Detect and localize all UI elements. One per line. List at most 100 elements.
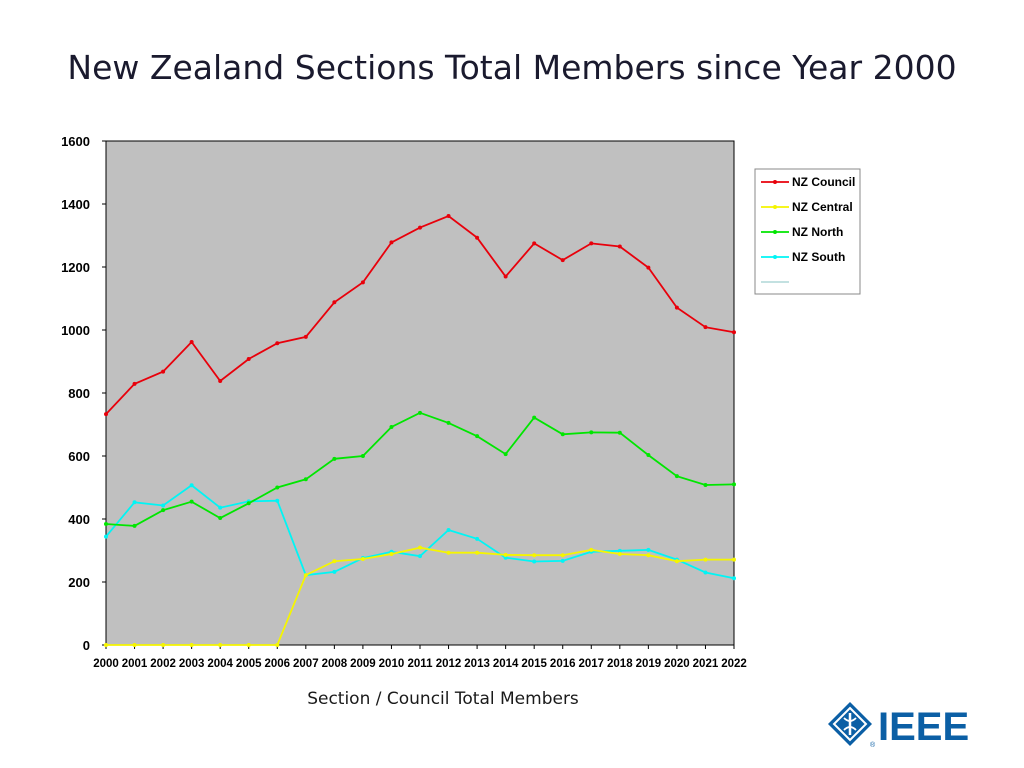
data-point-nz-south [132, 500, 137, 505]
plot-area [105, 140, 735, 646]
legend-marker [773, 255, 777, 259]
data-point-nz-south [161, 503, 166, 508]
data-point-nz-council [332, 300, 337, 305]
x-tick-label: 2007 [293, 658, 319, 670]
data-point-nz-council [732, 330, 736, 335]
data-point-nz-north [560, 432, 565, 437]
data-point-nz-council [503, 274, 508, 279]
data-point-nz-council [389, 240, 394, 245]
data-point-nz-north [275, 485, 280, 490]
data-point-nz-central [446, 550, 451, 555]
series-nz-south [104, 483, 736, 581]
data-point-nz-council [446, 213, 451, 218]
x-tick-label: 2000 [93, 658, 119, 670]
x-tick-label: 2008 [322, 658, 348, 670]
legend: NZ Council NZ Central NZ North NZ South [754, 168, 861, 295]
data-point-nz-council [189, 339, 194, 344]
data-point-nz-central [503, 552, 508, 557]
data-point-nz-central [475, 550, 480, 555]
x-tick-label: 2003 [179, 658, 205, 670]
registered-mark-icon: ® [870, 741, 876, 748]
data-point-nz-north [532, 415, 537, 420]
y-axis: 0 200 400 600 800 1000 1200 1400 1600 [61, 134, 106, 653]
data-point-nz-council [218, 379, 223, 384]
y-tick-label: 1200 [61, 260, 90, 275]
data-point-nz-central [104, 643, 108, 647]
data-point-nz-central [189, 643, 194, 647]
data-point-nz-south [532, 559, 537, 564]
data-point-nz-north [503, 452, 508, 457]
data-point-nz-central [560, 553, 565, 558]
data-point-nz-council [246, 356, 251, 361]
data-point-nz-central [703, 557, 708, 562]
y-tick-label: 1000 [61, 323, 90, 338]
data-point-nz-south [646, 547, 651, 552]
data-point-nz-central [732, 557, 736, 562]
data-point-nz-council [589, 241, 594, 246]
x-tick-label: 2014 [493, 658, 519, 670]
data-point-nz-council [418, 225, 422, 230]
data-point-nz-council [646, 265, 651, 270]
data-point-nz-council [303, 334, 308, 339]
x-tick-label: 2001 [122, 658, 148, 670]
data-point-nz-south [617, 548, 622, 553]
data-point-nz-central [589, 547, 594, 552]
data-point-nz-central [303, 573, 308, 578]
ieee-logo-text: IEEE [878, 705, 969, 748]
legend-label: NZ Central [792, 200, 853, 214]
x-axis: 2000 2001 2002 2003 2004 2005 2006 2007 2008 2009… [93, 645, 747, 670]
y-tick-label: 400 [68, 512, 90, 527]
data-point-nz-north [360, 454, 365, 458]
data-point-nz-central [332, 559, 337, 564]
data-point-nz-south [703, 570, 708, 575]
data-point-nz-north [589, 430, 594, 435]
data-point-nz-north [646, 453, 651, 458]
data-point-nz-north [732, 482, 736, 487]
data-point-nz-council [617, 244, 622, 249]
x-tick-label: 2015 [521, 658, 547, 670]
legend-item-nz-north: NZ North [761, 225, 843, 239]
x-tick-label: 2020 [664, 658, 690, 670]
x-tick-label: 2004 [207, 658, 233, 670]
series-nz-north [104, 410, 736, 528]
data-point-nz-north [418, 410, 422, 415]
series-layer [104, 213, 736, 647]
data-point-nz-north [617, 430, 622, 435]
data-point-nz-central [418, 545, 422, 550]
ieee-logo: IEEE ® [828, 702, 969, 748]
data-point-nz-central [646, 553, 651, 558]
y-tick-label: 0 [83, 638, 90, 653]
data-point-nz-central [617, 551, 622, 556]
data-point-nz-south [418, 554, 422, 559]
data-point-nz-south [446, 528, 451, 533]
series-nz-council [104, 213, 736, 417]
series-nz-central [104, 545, 736, 647]
x-tick-label: 2013 [464, 658, 490, 670]
data-point-nz-north [132, 523, 137, 528]
data-point-nz-north [246, 501, 251, 506]
legend-marker [773, 230, 777, 234]
data-point-nz-council [104, 412, 108, 417]
data-point-nz-south [475, 536, 480, 541]
y-tick-label: 1400 [61, 197, 90, 212]
y-tick-label: 800 [68, 386, 90, 401]
data-point-nz-council [560, 258, 565, 263]
data-point-nz-council [532, 241, 537, 246]
data-point-nz-council [360, 280, 365, 285]
data-point-nz-north [389, 425, 394, 430]
data-point-nz-south [332, 569, 337, 574]
legend-item-nz-council: NZ Council [761, 175, 855, 189]
x-tick-label: 2010 [379, 658, 405, 670]
chart-caption: Section / Council Total Members [307, 689, 579, 709]
x-tick-label: 2011 [408, 658, 434, 670]
data-point-nz-north [703, 482, 708, 487]
x-tick-label: 2022 [721, 658, 747, 670]
data-point-nz-north [218, 516, 223, 521]
legend-marker [773, 205, 777, 209]
data-point-nz-south [189, 483, 194, 488]
x-tick-label: 2017 [578, 658, 604, 670]
ieee-diamond-icon [828, 702, 872, 746]
x-tick-label: 2009 [350, 658, 376, 670]
data-point-nz-south [104, 534, 108, 539]
data-point-nz-south [732, 576, 736, 581]
